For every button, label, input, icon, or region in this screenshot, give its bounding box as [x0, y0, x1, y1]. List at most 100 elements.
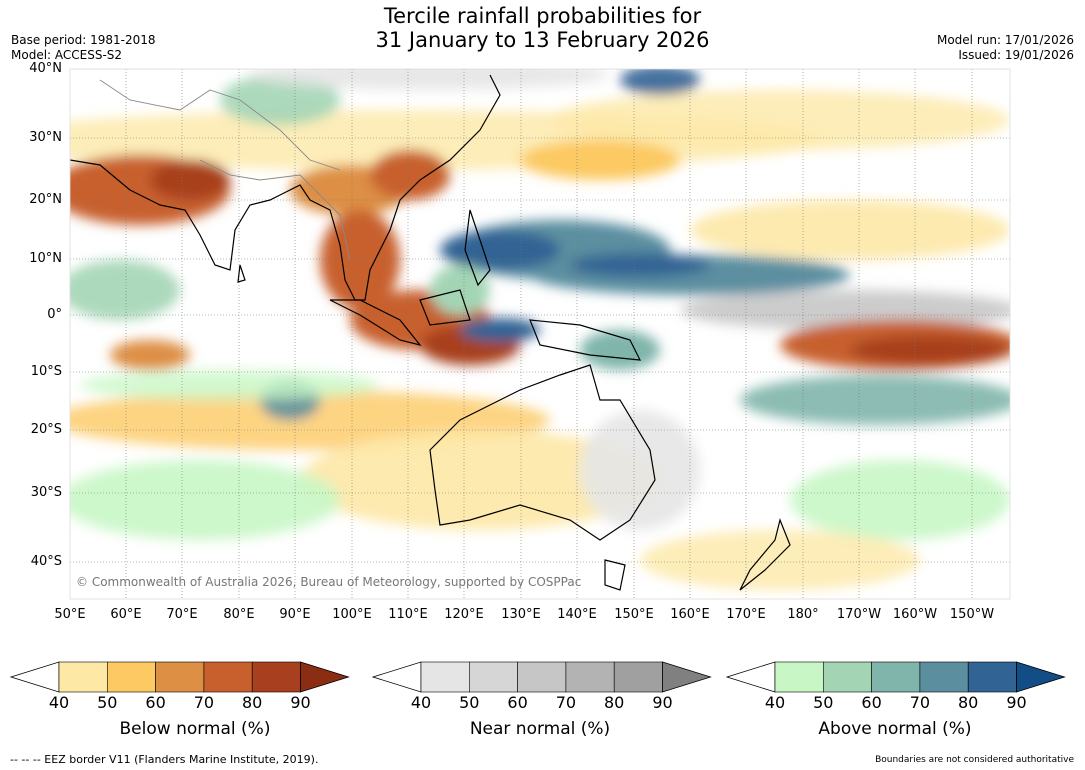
lat-label: 40°S	[30, 554, 62, 569]
authority-note: Boundaries are not considered authoritat…	[875, 755, 1074, 765]
region	[70, 260, 180, 320]
probability-field: © Commonwealth of Australia 2026, Bureau…	[70, 69, 1010, 599]
colorbar-segment	[822, 661, 872, 693]
lon-label: 110°E	[388, 607, 428, 622]
lon-label: 160°W	[892, 607, 938, 622]
colorbar-tick: 70	[555, 693, 577, 712]
colorbar-tick: 80	[958, 693, 979, 712]
model-name: Model: ACCESS-S2	[11, 48, 123, 62]
map-title: Tercile rainfall probabilities for 31 Ja…	[0, 4, 1085, 52]
region	[460, 318, 540, 342]
lon-label: 150°W	[949, 607, 995, 622]
colorbar-tick: 80	[604, 693, 625, 712]
graticule	[70, 69, 1010, 599]
colorbar-tick: 70	[909, 693, 931, 712]
region	[550, 90, 1010, 150]
above-normal-label: Above normal (%)	[818, 719, 972, 739]
lon-label: 60°E	[110, 607, 142, 622]
region	[690, 200, 1010, 260]
colorbar-segment	[967, 661, 1017, 693]
region	[790, 460, 1010, 540]
lat-label: 30°N	[29, 130, 62, 145]
below-normal-label: Below normal (%)	[119, 719, 271, 739]
lon-label: 160°E	[670, 607, 710, 622]
region	[80, 370, 380, 400]
lon-label: 130°E	[501, 607, 541, 622]
colorbar-extend-low	[371, 661, 422, 693]
lat-label: 20°S	[30, 422, 62, 437]
colorbar-tick: 50	[813, 693, 834, 712]
model-run: Model run: 17/01/2026	[936, 33, 1074, 47]
sumatra-coast	[329, 299, 422, 347]
region	[220, 75, 340, 125]
lat-label: 40°N	[29, 61, 62, 76]
australia-coast	[429, 364, 656, 541]
lon-label: 90°E	[279, 607, 311, 622]
colorbar-extend-high	[1016, 661, 1066, 693]
colorbar-tick: 40	[764, 693, 786, 712]
lat-label: 10°S	[30, 364, 62, 379]
lon-label: 70°E	[166, 607, 198, 622]
region	[150, 160, 230, 200]
above-normal-colorbar	[725, 661, 1066, 693]
lon-label: 100°E	[332, 607, 372, 622]
region	[70, 460, 340, 540]
colorbar-segment	[517, 661, 567, 693]
region	[620, 69, 700, 95]
tasmania-coast	[604, 559, 626, 591]
colorbar-tick: 80	[242, 693, 263, 712]
lon-label: 180°	[787, 607, 819, 622]
region	[640, 530, 920, 590]
coastlines	[70, 74, 791, 591]
colorbar-segment	[871, 661, 921, 693]
region	[580, 410, 700, 530]
colorbar-tick: 60	[861, 693, 882, 712]
meta-left: Base period: 1981-2018 Model: ACCESS-S2	[11, 33, 156, 63]
philippines-coast	[464, 209, 491, 287]
lon-label: 170°W	[836, 607, 882, 622]
lon-label: 140°E	[557, 607, 597, 622]
base-period: Base period: 1981-2018	[11, 33, 156, 47]
country-borders	[99, 79, 351, 261]
colorbar-extend-high	[662, 661, 712, 693]
colorbar-segment	[774, 661, 824, 693]
colorbar-segment	[203, 661, 253, 693]
region	[520, 140, 680, 180]
region	[370, 150, 450, 200]
colorbar-tick: 70	[193, 693, 215, 712]
region	[580, 330, 660, 370]
region	[570, 253, 710, 277]
colorbar-extend-low	[725, 661, 776, 693]
title-line-1: Tercile rainfall probabilities for	[383, 4, 702, 28]
colorbar-segment	[251, 661, 301, 693]
colorbar-tick: 40	[48, 693, 70, 712]
region	[740, 375, 1010, 425]
colorbar-tick: 60	[145, 693, 166, 712]
new-zealand-coast	[739, 518, 791, 591]
colorbar-tick: 90	[1006, 693, 1027, 712]
lon-label: 150°E	[614, 607, 654, 622]
issued-date: Issued: 19/01/2026	[958, 48, 1074, 62]
colorbar-segment	[420, 661, 470, 693]
region	[250, 69, 610, 90]
colorbar-tick: 50	[97, 693, 118, 712]
colorbar-segment	[58, 661, 108, 693]
colorbar-extend-high	[300, 661, 350, 693]
below-normal-colorbar	[9, 661, 350, 693]
lon-label: 170°E	[726, 607, 766, 622]
new-guinea-coast	[529, 319, 642, 361]
colorbar-segment	[468, 661, 518, 693]
title-line-2: 31 January to 13 February 2026	[375, 28, 710, 52]
map-frame	[69, 68, 1011, 600]
colorbar-tick: 90	[290, 693, 311, 712]
region	[850, 335, 1010, 365]
colorbar-tick: 50	[459, 693, 480, 712]
region	[680, 290, 1010, 330]
lat-label: 10°N	[29, 251, 62, 266]
colorbar-tick: 40	[410, 693, 432, 712]
lat-label: 0°	[47, 307, 62, 322]
colorbar-tick: 60	[507, 693, 528, 712]
lat-label: 30°S	[30, 485, 62, 500]
meta-right: Model run: 17/01/2026 Issued: 19/01/2026	[937, 33, 1074, 63]
